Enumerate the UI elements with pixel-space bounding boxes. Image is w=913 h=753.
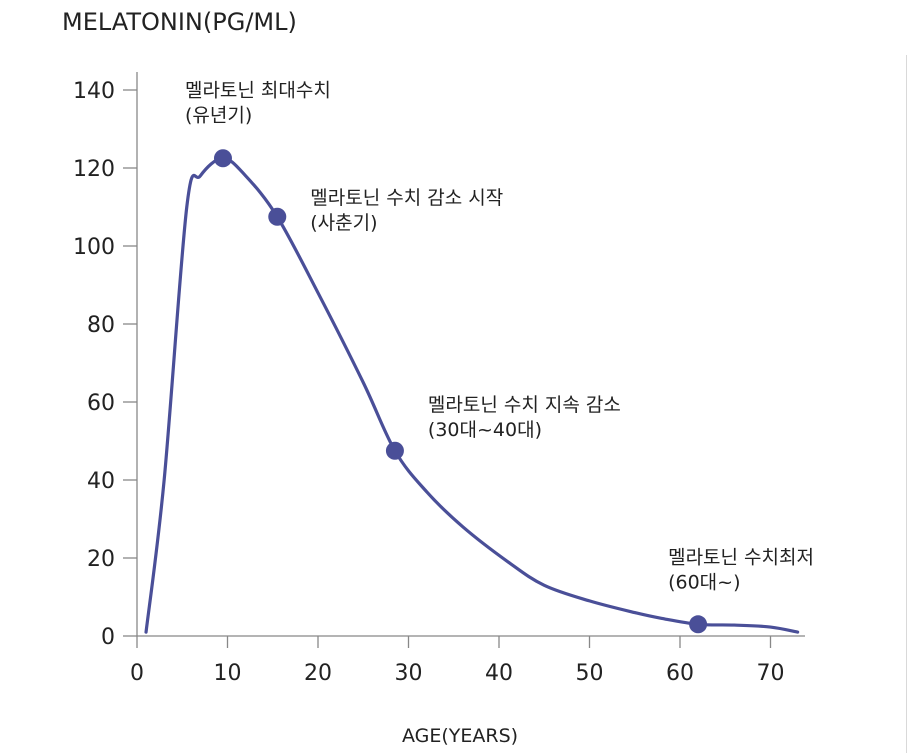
annotation-sublabel: (사춘기) <box>310 212 377 234</box>
ticks: 0 20 40 60 80 100 120 140 0 10 20 30 40 50 60 70 <box>73 79 785 686</box>
annotation-sublabel: (유년기) <box>185 104 252 126</box>
y-axis-title: MELATONIN(PG/ML) <box>62 8 297 36</box>
annotation-label: 멜라토닌 최대수치 <box>185 79 331 101</box>
annotation-label: 멜라토닌 수치 감소 시작 <box>310 187 503 209</box>
annotation-label: 멜라토닌 수치 지속 감소 <box>428 394 621 416</box>
data-point-marker <box>268 207 287 226</box>
x-tick-label: 60 <box>666 661 694 686</box>
series <box>144 149 800 634</box>
x-tick-label: 40 <box>485 661 513 686</box>
data-point-marker <box>385 441 404 460</box>
y-tick-label: 60 <box>87 391 115 416</box>
data-point-marker <box>689 615 708 634</box>
x-tick-label: 0 <box>130 661 144 686</box>
y-tick-label: 140 <box>73 79 115 104</box>
y-tick-label: 0 <box>101 625 115 650</box>
y-tick-label: 20 <box>87 547 115 572</box>
annotations: 멜라토닌 최대수치 (유년기) 멜라토닌 수치 감소 시작 (사춘기) 멜라토닌 수치 … <box>185 79 814 593</box>
x-tick-label: 10 <box>214 661 242 686</box>
y-tick-label: 120 <box>73 157 115 182</box>
annotation-label: 멜라토닌 수치최저 <box>668 546 814 568</box>
x-axis-title: AGE(YEARS) <box>402 725 518 747</box>
x-tick-label: 20 <box>304 661 332 686</box>
right-border-line <box>906 55 907 753</box>
annotation-sublabel: (30대~40대) <box>428 419 542 441</box>
y-tick-label: 80 <box>87 313 115 338</box>
x-tick-label: 70 <box>757 661 785 686</box>
y-tick-label: 100 <box>73 235 115 260</box>
x-tick-label: 30 <box>395 661 423 686</box>
x-tick-label: 50 <box>576 661 604 686</box>
y-tick-label: 40 <box>87 469 115 494</box>
axes <box>136 72 805 637</box>
data-point-marker <box>213 149 232 168</box>
annotation-sublabel: (60대~) <box>668 571 740 593</box>
